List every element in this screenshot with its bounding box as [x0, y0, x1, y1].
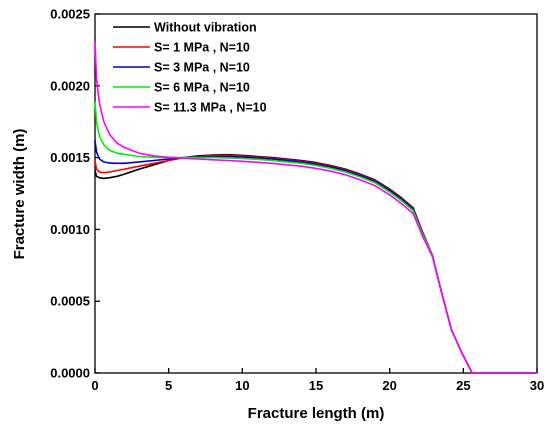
- x-axis-ticks: 0 5 10 15 20 25 30: [91, 368, 544, 393]
- x-tick-label: 20: [382, 378, 396, 393]
- y-tick-label: 0.0015: [50, 150, 90, 165]
- series-line-0: [94, 153, 537, 374]
- x-tick-label: 30: [530, 378, 544, 393]
- y-tick-label: 0.0020: [50, 78, 90, 93]
- series-lines: [94, 41, 537, 374]
- legend-label: S= 6 MPa , N=10: [154, 81, 250, 95]
- legend-label: S= 3 MPa , N=10: [154, 61, 250, 75]
- x-axis-label: Fracture length (m): [248, 405, 385, 422]
- legend-label: Without vibration: [154, 21, 257, 35]
- x-tick-label: 5: [165, 378, 172, 393]
- legend-label: S= 1 MPa , N=10: [154, 41, 250, 55]
- y-tick-label: 0.0025: [50, 7, 90, 22]
- series-line-3: [94, 101, 537, 374]
- series-line-2: [94, 140, 537, 374]
- y-axis-label: Fracture width (m): [11, 129, 28, 260]
- y-tick-label: 0.0010: [50, 222, 90, 237]
- y-tick-label: 0.0000: [50, 366, 90, 381]
- legend: Without vibration S= 1 MPa , N=10 S= 3 MPa…: [113, 21, 267, 115]
- x-tick-label: 10: [235, 378, 249, 393]
- x-tick-label: 25: [456, 378, 470, 393]
- series-line-1: [94, 154, 537, 374]
- series-line-4: [94, 41, 537, 374]
- x-tick-label: 0: [91, 378, 98, 393]
- y-axis-ticks: 0.0000 0.0005 0.0010 0.0015 0.0020 0.0025: [50, 7, 100, 381]
- x-tick-label: 15: [309, 378, 323, 393]
- y-tick-label: 0.0005: [50, 294, 90, 309]
- legend-label: S= 11.3 MPa , N=10: [154, 101, 267, 115]
